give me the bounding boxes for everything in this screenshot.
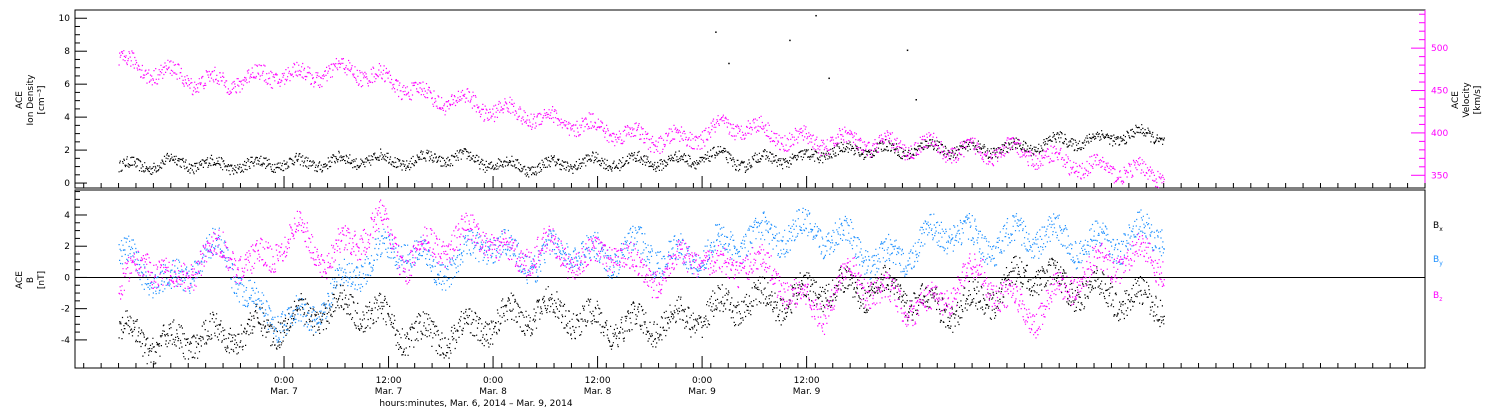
density-outlier-point (815, 14, 817, 17)
bottom-left-tick-label: -2 (61, 305, 70, 315)
top-right-axis-label-text: ACEVelocity[km/s] (1451, 82, 1483, 118)
b-field-legend: Bx By Bz (1433, 221, 1443, 303)
top-panel-frame (74, 9, 1426, 189)
x-tick-time-label: 0:00 (692, 376, 712, 386)
top-left-tick-label: 6 (64, 80, 70, 90)
x-tick-time-label: 12:00 (794, 376, 820, 386)
density-outlier-point (728, 62, 730, 65)
bottom-panel-frame (74, 189, 1426, 369)
bottom-left-axis-label-text: ACEB[nT] (15, 271, 47, 289)
x-tick-date-label: Mar. 7 (375, 387, 403, 397)
legend-by: By (1433, 255, 1443, 267)
x-tick-date-label: Mar. 8 (584, 387, 612, 397)
density-outlier-point (906, 49, 909, 52)
top-right-tick-label: 400 (1431, 129, 1448, 139)
top-right-tick-label: 500 (1431, 44, 1448, 54)
legend-bz: Bz (1433, 291, 1442, 303)
top-left-axis-label-text: ACEIon Density[cm⁻³] (15, 74, 47, 126)
legend-bx: Bx (1433, 221, 1443, 233)
top-right-tick-label: 350 (1431, 171, 1448, 181)
x-tick-date-label: Mar. 9 (793, 387, 821, 397)
top-right-tick-label: 450 (1431, 87, 1448, 97)
top-left-tick-label: 4 (64, 113, 70, 123)
bottom-left-axis-label: ACEB[nT] (15, 271, 47, 289)
bottom-left-tick-label: 4 (64, 211, 70, 221)
x-tick-time-label: 12:00 (585, 376, 611, 386)
top-left-tick-label: 10 (59, 14, 71, 24)
top-panel-density-velocity: 0 2 4 6 8 10 350 400 450 500 (59, 10, 1448, 189)
density-outlier-point (715, 31, 717, 33)
density-points (118, 124, 1165, 178)
bottom-left-tick-label: 2 (64, 242, 70, 252)
panel-frames (74, 9, 1426, 369)
x-tick-time-label: 0:00 (274, 376, 294, 386)
density-outlier-point (828, 77, 830, 80)
x-axis-title: hours:minutes, Mar. 6, 2014 – Mar. 9, 20… (379, 399, 572, 409)
density-outlier-point (789, 39, 791, 42)
bottom-left-tick-label: 0 (64, 273, 70, 283)
x-tick-date-label: Mar. 9 (688, 387, 716, 397)
top-left-tick-label: 0 (64, 179, 70, 189)
bottom-left-tick-label: -4 (61, 336, 70, 346)
density-outlier-point (915, 99, 917, 101)
top-left-axis-label: ACEIon Density[cm⁻³] (15, 74, 47, 126)
top-left-tick-label: 8 (64, 47, 70, 57)
bottom-panel-magnetic-field: -4 -2 0 2 4 (61, 191, 1425, 365)
top-right-axis-label: ACEVelocity[km/s] (1451, 82, 1483, 118)
x-tick-time-label: 0:00 (483, 376, 503, 386)
x-tick-time-label: 12:00 (376, 376, 402, 386)
top-left-tick-label: 2 (64, 146, 70, 156)
bx-points (118, 255, 1165, 365)
x-tick-date-label: Mar. 7 (270, 387, 298, 397)
x-tick-date-label: Mar. 8 (479, 387, 507, 397)
density-outlier-point (1024, 150, 1026, 152)
